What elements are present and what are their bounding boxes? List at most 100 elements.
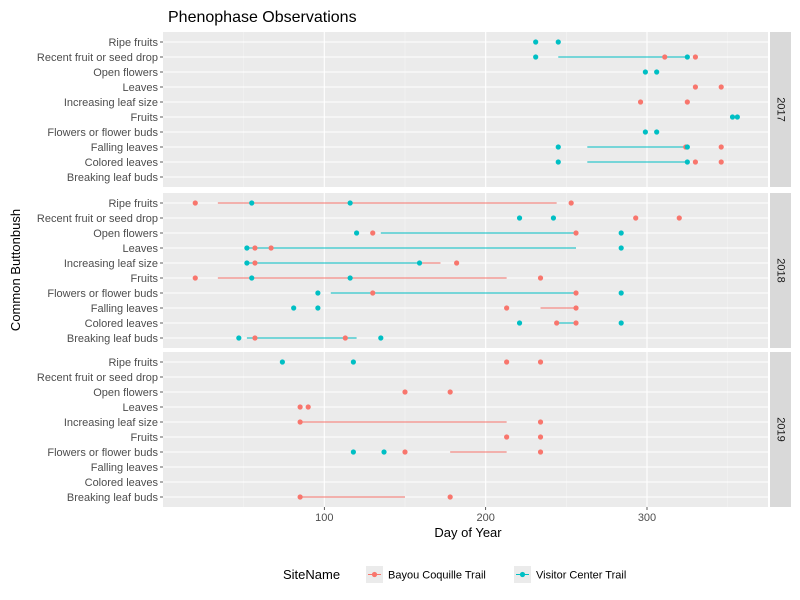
panel-background [163,32,768,187]
facet-panel-2018: Breaking leaf buds Colored leaves Falling … [37,193,791,348]
y-tick-label: Increasing leaf size [64,417,158,429]
y-tick-label: Leaves [123,82,159,94]
data-point [315,290,321,296]
panel-background [163,352,768,507]
data-point [537,359,544,365]
y-tick-label: Leaves [123,402,159,414]
data-point [305,404,311,410]
data-point [504,434,510,440]
data-point [192,275,198,281]
y-tick-label: Falling leaves [91,303,159,315]
y-tick-label: Breaking leaf buds [67,333,159,345]
data-point [692,84,699,90]
data-point [192,200,198,206]
y-tick-label: Open flowers [93,387,158,399]
facet-strip-label: 2017 [775,97,787,121]
y-tick-label: Falling leaves [91,462,159,474]
y-tick-label: Flowers or flower buds [47,447,158,459]
data-point [291,305,297,311]
data-point [573,320,579,326]
facet-strip [770,352,791,507]
x-tick-label: 300 [638,512,656,524]
y-tick-label: Falling leaves [91,142,159,154]
y-tick-label: Flowers or flower buds [47,127,158,139]
data-point [447,494,453,500]
facet-strip [770,32,791,187]
data-point [633,215,639,221]
x-tick-label: 200 [476,512,494,524]
data-point [252,245,258,251]
data-point [568,200,574,206]
data-point [381,449,387,455]
data-point [402,389,408,395]
data-point [537,434,544,440]
data-point [654,69,660,75]
y-tick-label: Fruits [131,112,159,124]
data-point [537,419,544,425]
legend-label: Visitor Center Trail [536,570,626,582]
y-tick-label: Colored leaves [85,477,159,489]
data-point [550,215,557,221]
data-point [370,290,376,296]
data-point [684,54,690,60]
y-tick-label: Open flowers [93,228,158,240]
data-point [555,159,561,165]
data-point [402,449,408,455]
facet-strip [770,193,791,348]
data-point [252,260,258,266]
data-point [554,320,560,326]
data-point [637,99,644,105]
y-tick-label: Ripe fruits [108,37,158,49]
data-point [297,494,303,500]
facet-strip-label: 2019 [775,417,787,441]
x-axis-label: Day of Year [434,525,502,540]
y-tick-label: Breaking leaf buds [67,172,159,184]
data-point [297,404,303,410]
facet-strip-label: 2018 [775,258,787,282]
y-tick-label: Colored leaves [85,157,159,169]
data-point [454,260,460,266]
x-tick-label: 100 [315,512,333,524]
data-point [268,245,274,251]
data-point [354,230,360,236]
data-point [684,144,690,150]
data-point [244,245,250,251]
data-point [718,159,724,165]
data-point [533,54,539,60]
data-point [252,335,258,341]
data-point [249,200,255,206]
data-point [618,230,624,236]
facet-panels: Breaking leaf buds Colored leaves Falling … [37,32,791,524]
data-point [504,359,510,365]
data-point [347,275,353,281]
y-tick-label: Recent fruit or seed drop [37,213,158,225]
y-tick-label: Recent fruit or seed drop [37,372,158,384]
legend-key-point [519,571,526,578]
data-point [555,39,561,45]
data-point [734,114,740,120]
data-point [236,335,242,341]
data-point [662,54,668,60]
data-point [573,305,579,311]
data-point [378,335,384,341]
y-tick-label: Leaves [123,243,159,255]
y-tick-label: Fruits [131,273,159,285]
data-point [692,54,699,60]
facet-panel-2017: Breaking leaf buds Colored leaves Falling … [37,32,791,187]
data-point [244,260,250,266]
y-tick-label: Recent fruit or seed drop [37,52,158,64]
data-point [618,245,624,251]
legend-label: Bayou Coquille Trail [388,570,486,582]
data-point [676,215,682,221]
y-tick-label: Increasing leaf size [64,258,158,270]
data-point [279,359,285,365]
data-point [315,305,321,311]
data-point [642,129,648,135]
data-point [342,335,348,341]
y-tick-label: Ripe fruits [108,357,158,369]
data-point [692,159,699,165]
data-point [350,359,356,365]
data-point [537,275,544,281]
data-point [504,305,510,311]
